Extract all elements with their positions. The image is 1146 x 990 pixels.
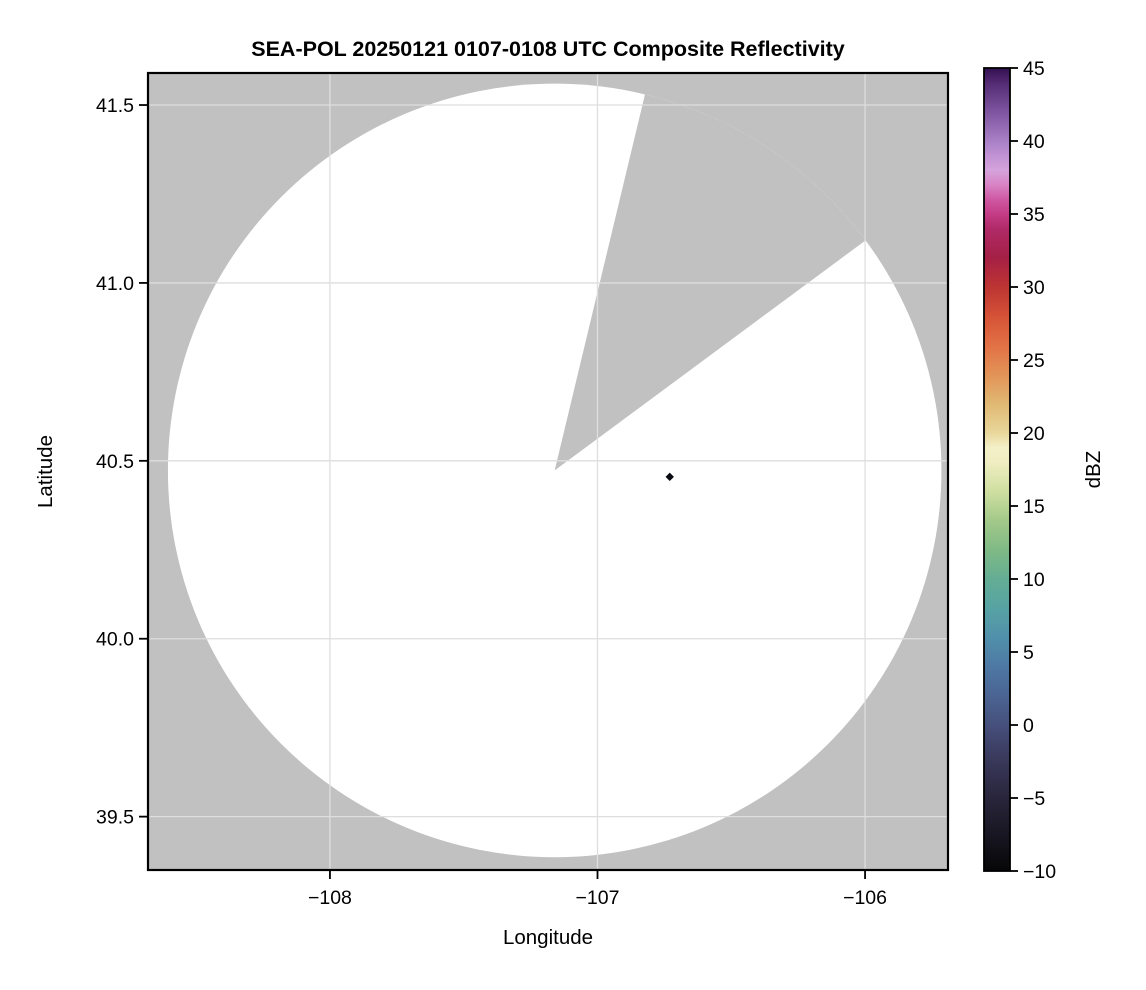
y-tick-label: 40.0	[96, 629, 134, 651]
colorbar-tick-label: 25	[1023, 350, 1045, 372]
plot-border	[146, 71, 950, 872]
colorbar-tick-label: 5	[1023, 642, 1034, 664]
colorbar-tick-label: 15	[1023, 496, 1045, 518]
y-tick-label: 41.5	[96, 95, 134, 117]
colorbar-tick-label: 45	[1023, 58, 1045, 80]
colorbar-tick-label: 30	[1023, 277, 1045, 299]
x-tick-label: −108	[308, 887, 352, 909]
x-axis-label: Longitude	[503, 926, 593, 949]
plot-area	[148, 73, 948, 870]
x-tick-label: −107	[576, 887, 620, 909]
colorbar	[984, 68, 1010, 871]
chart-title: SEA-POL 20250121 0107-0108 UTC Composite…	[251, 37, 845, 61]
colorbar-label: dBZ	[1082, 451, 1105, 489]
colorbar-tick-label: 35	[1023, 204, 1045, 226]
colorbar-tick-label: 10	[1023, 569, 1045, 591]
reflectivity-point	[665, 472, 674, 482]
colorbar-tick-label: −10	[1023, 861, 1056, 883]
colorbar-tick-label: −5	[1023, 788, 1045, 810]
y-tick-label: 40.5	[96, 451, 134, 473]
colorbar-tick-label: 20	[1023, 423, 1045, 445]
colorbar-tick-label: 0	[1023, 715, 1034, 737]
colorbar-tick-label: 40	[1023, 131, 1045, 153]
colorbar-border	[983, 67, 1011, 872]
x-tick-label: −106	[843, 887, 887, 909]
y-tick-label: 41.0	[96, 273, 134, 295]
y-axis-label: Latitude	[34, 435, 57, 508]
y-tick-label: 39.5	[96, 807, 134, 829]
